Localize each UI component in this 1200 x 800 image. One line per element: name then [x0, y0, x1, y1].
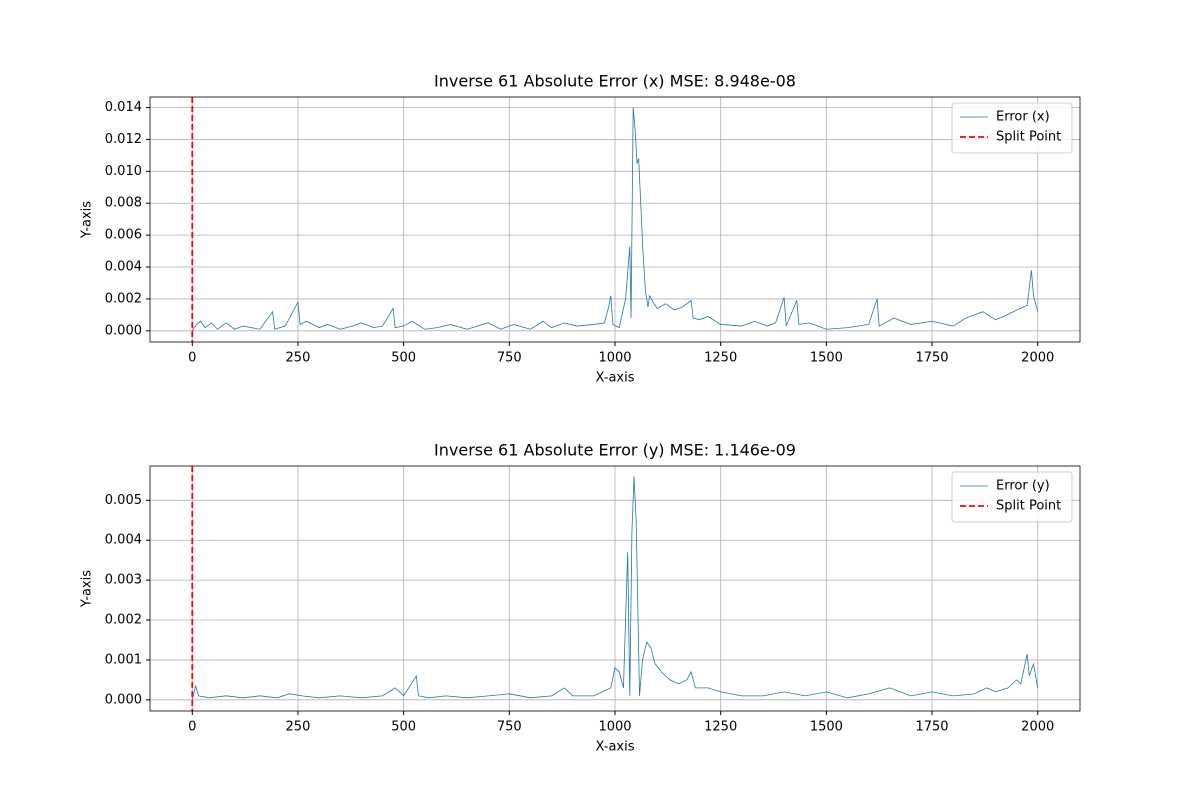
- legend-box: [951, 471, 1073, 523]
- legend-box: [951, 102, 1073, 154]
- y-tick-label: 0.001: [105, 652, 142, 667]
- axes-frame: [149, 96, 1081, 343]
- error-line: [191, 107, 1039, 332]
- x-tick-label: 2000: [1021, 351, 1054, 366]
- y-tick-label: 0.004: [105, 533, 142, 548]
- y-axis-label: Y-axis: [80, 570, 95, 608]
- y-tick-label: 0.003: [105, 573, 142, 588]
- legend-label: Error (y): [996, 479, 1050, 494]
- x-tick-label: 500: [391, 351, 416, 366]
- x-axis-label: X-axis: [596, 740, 635, 755]
- y-axis-label: Y-axis: [80, 201, 95, 239]
- y-tick-label: 0.000: [105, 692, 142, 707]
- x-tick-label: 500: [391, 720, 416, 735]
- x-tick-label: 1250: [704, 351, 737, 366]
- x-tick-label: 750: [497, 720, 522, 735]
- subplot: 0 250 500 750 1000 1250 1500 1750 2000 0.000 0.001…: [80, 441, 1081, 755]
- x-tick-label: 1750: [915, 351, 948, 366]
- y-tick-label: 0.012: [105, 132, 142, 147]
- y-tick-label: 0.004: [105, 260, 142, 275]
- x-tick-label: 1500: [810, 351, 843, 366]
- x-tick-label: 750: [497, 351, 522, 366]
- y-tick-label: 0.002: [105, 613, 142, 628]
- subplot: 0 250 500 750 1000 1250 1500 1750 2000 0.000 0.002…: [80, 72, 1081, 386]
- y-tick-label: 0.008: [105, 196, 142, 211]
- x-tick-label: 0: [188, 351, 196, 366]
- y-tick-label: 0.014: [105, 100, 142, 115]
- legend-label: Split Point: [996, 130, 1061, 145]
- x-tick-label: 2000: [1021, 720, 1054, 735]
- x-tick-label: 1500: [810, 720, 843, 735]
- x-tick-label: 1750: [915, 720, 948, 735]
- chart-title: Inverse 61 Absolute Error (x) MSE: 8.948…: [434, 72, 796, 91]
- error-line: [191, 476, 1039, 700]
- x-tick-label: 0: [188, 720, 196, 735]
- legend-label: Error (x): [996, 110, 1050, 125]
- y-tick-label: 0.000: [105, 323, 142, 338]
- axes-frame: [149, 465, 1081, 712]
- x-tick-label: 250: [286, 720, 311, 735]
- legend: Error (x) Split Point: [951, 102, 1073, 154]
- legend: Error (y) Split Point: [951, 471, 1073, 523]
- chart-title: Inverse 61 Absolute Error (y) MSE: 1.146…: [434, 441, 796, 460]
- x-tick-label: 1250: [704, 720, 737, 735]
- x-axis-label: X-axis: [596, 371, 635, 386]
- legend-label: Split Point: [996, 499, 1061, 514]
- y-tick-label: 0.010: [105, 164, 142, 179]
- y-tick-label: 0.006: [105, 228, 142, 243]
- x-tick-label: 250: [286, 351, 311, 366]
- y-tick-label: 0.005: [105, 493, 142, 508]
- x-tick-label: 1000: [598, 720, 631, 735]
- y-tick-label: 0.002: [105, 291, 142, 306]
- x-tick-label: 1000: [598, 351, 631, 366]
